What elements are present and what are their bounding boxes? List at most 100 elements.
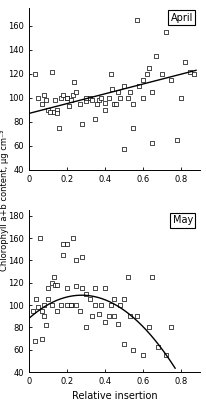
Point [132, 346, 135, 353]
Point [33, 71, 36, 77]
Point [56, 110, 59, 117]
Point [73, 79, 76, 86]
Point [156, 344, 160, 351]
Point [65, 95, 68, 101]
Point [39, 235, 42, 241]
Point [90, 97, 93, 104]
Point [122, 146, 125, 153]
Point [122, 296, 125, 303]
Point [151, 89, 154, 95]
Point [42, 92, 46, 99]
Point [141, 77, 144, 83]
Point [103, 107, 107, 113]
Point [164, 352, 167, 358]
Point [52, 109, 55, 116]
Point [54, 282, 57, 288]
Point [145, 71, 148, 77]
Point [71, 235, 74, 241]
Point [94, 116, 97, 123]
Point [94, 302, 97, 308]
Point [56, 282, 59, 288]
Point [65, 302, 68, 308]
Point [137, 83, 141, 89]
Point [99, 302, 103, 308]
Point [41, 335, 44, 342]
Point [126, 95, 129, 101]
Point [60, 302, 63, 308]
Point [128, 89, 131, 95]
Point [192, 71, 196, 77]
Text: Chlorophyll a+b content, μg cm⁻²: Chlorophyll a+b content, μg cm⁻² [0, 129, 9, 271]
Point [170, 324, 173, 330]
Point [33, 338, 36, 344]
Point [99, 95, 103, 101]
Point [42, 313, 46, 320]
Point [65, 240, 68, 247]
Point [141, 95, 144, 101]
Point [31, 308, 34, 314]
Point [116, 89, 120, 95]
Point [160, 71, 164, 77]
Point [84, 324, 88, 330]
Point [111, 86, 114, 93]
Point [50, 68, 53, 75]
Point [71, 92, 74, 99]
Point [56, 308, 59, 314]
Point [37, 95, 40, 101]
Point [113, 313, 116, 320]
Point [61, 252, 65, 258]
Point [56, 107, 59, 113]
Point [35, 296, 38, 303]
Point [37, 304, 40, 310]
Point [109, 71, 112, 77]
Point [41, 308, 44, 314]
Point [78, 308, 82, 314]
Point [189, 68, 192, 75]
Point [122, 83, 125, 89]
Point [50, 280, 53, 286]
Point [52, 274, 55, 280]
Point [46, 296, 49, 303]
Point [118, 95, 122, 101]
Point [136, 313, 139, 320]
Point [46, 107, 49, 113]
Point [116, 321, 120, 327]
Point [179, 95, 183, 101]
Text: April: April [171, 13, 193, 23]
Point [107, 313, 110, 320]
Point [113, 296, 116, 303]
Point [84, 98, 88, 105]
Point [113, 101, 116, 107]
Point [50, 302, 53, 308]
Point [80, 285, 84, 292]
Point [175, 137, 179, 143]
Point [122, 341, 125, 347]
Point [69, 302, 72, 308]
Point [103, 100, 107, 106]
Point [147, 65, 150, 71]
Point [132, 125, 135, 131]
Point [151, 274, 154, 280]
Point [75, 302, 78, 308]
Point [42, 302, 46, 308]
Point [96, 101, 99, 107]
Point [61, 92, 65, 99]
Point [97, 311, 101, 317]
Point [128, 313, 131, 320]
Point [54, 97, 57, 104]
Point [118, 302, 122, 308]
Point [58, 125, 61, 131]
Point [61, 240, 65, 247]
Point [107, 95, 110, 101]
Point [103, 285, 107, 292]
Point [109, 302, 112, 308]
Point [80, 121, 84, 128]
Point [90, 313, 93, 320]
Point [147, 324, 150, 330]
Point [69, 97, 72, 104]
Point [164, 29, 167, 35]
Point [97, 97, 101, 104]
Point [88, 296, 91, 303]
Point [126, 274, 129, 280]
Point [46, 285, 49, 292]
